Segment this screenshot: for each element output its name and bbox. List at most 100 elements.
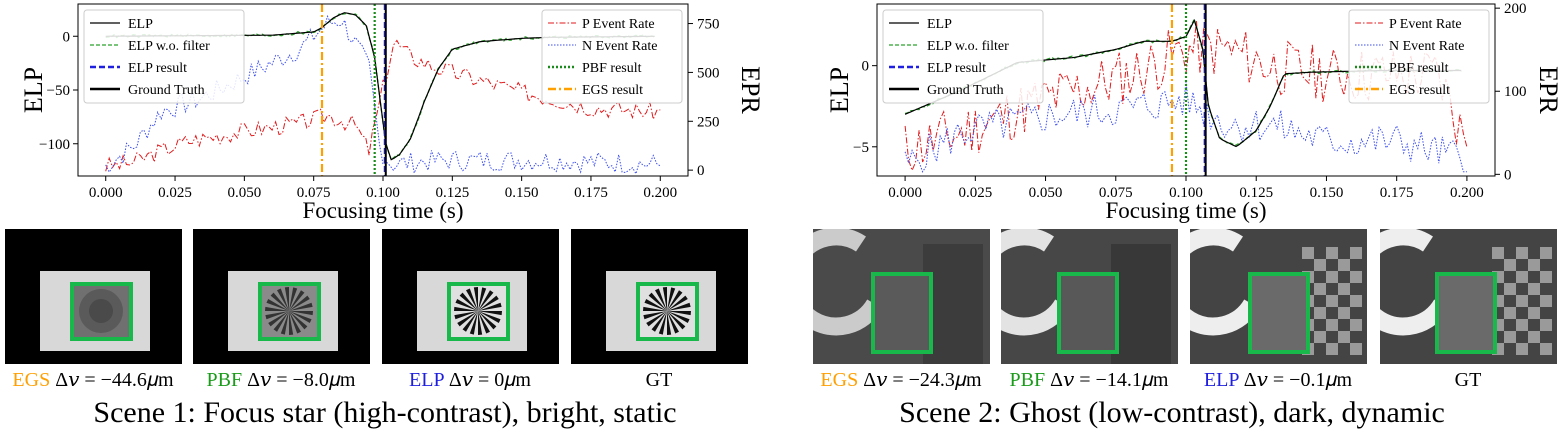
y2-tick-label: 250	[697, 114, 720, 130]
scene1-elp-image	[382, 229, 559, 364]
y-axis-label: ELP	[825, 67, 854, 113]
legend-right-box	[541, 9, 683, 104]
legend-label: PBF result	[582, 61, 642, 76]
checker-cell	[1528, 331, 1540, 343]
y2-axis-label: EPR	[1534, 66, 1562, 114]
checker-cell	[1504, 259, 1516, 271]
checker-cell	[1528, 259, 1540, 271]
y-tick-label: 0	[862, 59, 870, 75]
focus-star-ray	[667, 295, 688, 311]
focus-star-ray	[266, 299, 289, 311]
scene1-egs-image	[5, 229, 182, 364]
scene1-caption-gt: GT	[645, 369, 673, 391]
focus-star-ray	[662, 287, 667, 311]
checker-cell	[1338, 331, 1350, 343]
focus-star-ray	[667, 302, 691, 311]
legend-label: ELP w.o. filter	[927, 39, 1009, 54]
focus-star-ray	[469, 311, 478, 335]
x-tick-label: 0.200	[643, 185, 677, 201]
scene1-caption-egs: EGS Δ𝑣 = −44.6𝜇m	[12, 369, 174, 391]
scene2-caption-gt: GT	[1454, 369, 1482, 391]
focus-star-ray	[667, 287, 676, 311]
legend-label: EGS result	[582, 83, 643, 98]
checker-cell	[1516, 295, 1528, 307]
checker-cell	[1326, 295, 1338, 307]
focus-star-ray	[478, 311, 490, 334]
checker-cell	[1338, 259, 1350, 271]
focus-star-ray	[289, 295, 310, 311]
legend-label: N Event Rate	[582, 39, 657, 54]
checker-cell	[1516, 247, 1528, 259]
focus-star-ray	[284, 287, 289, 311]
y-tick-label: 0	[63, 29, 71, 45]
legend-label: ELP	[128, 17, 153, 32]
x-tick-label: 0.000	[888, 185, 922, 201]
legend-label: ELP result	[927, 61, 986, 76]
scene2-caption-elp: ELP Δ𝑣 = −0.1𝜇m	[1203, 369, 1353, 391]
legend-label: ELP	[927, 17, 952, 32]
x-tick-label: 0.100	[366, 185, 400, 201]
checker-cell	[1528, 283, 1540, 295]
focus-star-ray	[289, 311, 308, 330]
focus-star-ray	[667, 290, 683, 311]
focus-star-ray	[643, 311, 667, 320]
scene1-title: Scene 1: Focus star (high-contrast), bri…	[93, 396, 677, 429]
focus-star-ray	[667, 311, 672, 335]
y2-tick-label: 0	[1504, 167, 1512, 183]
scene1-pbf-image	[193, 229, 370, 364]
scene2-caption-pbf: PBF Δ𝑣 = −14.1𝜇m	[1009, 369, 1169, 391]
checker-cell	[1326, 271, 1338, 283]
focus-star-ray	[462, 311, 478, 332]
focus-star-ray	[268, 311, 289, 327]
scene2-gt-image	[1380, 229, 1557, 364]
checker-cell	[1350, 319, 1362, 331]
legend-label: EGS result	[1389, 83, 1450, 98]
checker-cell	[1540, 247, 1552, 259]
scene2-elp-image	[1190, 229, 1367, 364]
legend-label: P Event Rate	[582, 17, 655, 32]
focus-star-ray	[667, 311, 686, 330]
checker-cell	[1540, 271, 1552, 283]
legend-left-box	[83, 9, 245, 104]
focus-star-ray	[478, 311, 502, 316]
y2-tick-label: 0	[697, 163, 705, 179]
x-tick-label: 0.075	[297, 185, 331, 201]
x-tick-label: 0.050	[227, 185, 261, 201]
focus-star-ray	[651, 311, 667, 332]
focus-star-ray	[454, 306, 478, 311]
focus-star-ray	[643, 306, 667, 311]
y2-tick-label: 750	[697, 17, 720, 33]
checker-cell	[1504, 331, 1516, 343]
focus-star-ray	[667, 311, 679, 334]
legend-label: ELP result	[128, 61, 187, 76]
checker-cell	[1314, 331, 1326, 343]
focus-star-ray	[478, 287, 487, 311]
scene2-caption-egs: EGS Δ𝑣 = −24.3𝜇m	[820, 369, 982, 391]
y2-tick-label: 500	[697, 65, 720, 81]
legend-label: ELP w.o. filter	[128, 39, 210, 54]
focus-star-ray	[648, 292, 667, 311]
x-tick-label: 0.100	[1169, 185, 1203, 201]
legend-left-box	[882, 9, 1044, 104]
checker-cell	[1314, 307, 1326, 319]
focus-star-ray	[644, 299, 667, 311]
legend-left: ELP ELP w.o. filter ELP result Ground Truth	[83, 9, 245, 104]
focus-star-ray	[457, 311, 478, 327]
focus-star-ray	[289, 287, 298, 311]
checker-cell	[1516, 343, 1528, 355]
x-tick-label: 0.000	[89, 185, 123, 201]
scene2-pbf-image	[1001, 229, 1178, 364]
focus-star-ray	[658, 311, 667, 335]
legend-right: P Event Rate N Event Rate PBF result EGS re…	[541, 9, 683, 104]
focus-star-ray	[289, 311, 313, 316]
x-tick-label: 0.025	[958, 185, 992, 201]
checker-cell	[1516, 319, 1528, 331]
p-event-rate-line	[105, 39, 661, 172]
checker-cell	[1528, 307, 1540, 319]
x-tick-label: 0.175	[574, 185, 608, 201]
focus-star-ray	[289, 302, 313, 311]
checker-cell	[1504, 307, 1516, 319]
checker-cell	[1338, 307, 1350, 319]
x-tick-label: 0.150	[1310, 185, 1344, 201]
x-tick-label: 0.050	[1029, 185, 1063, 201]
